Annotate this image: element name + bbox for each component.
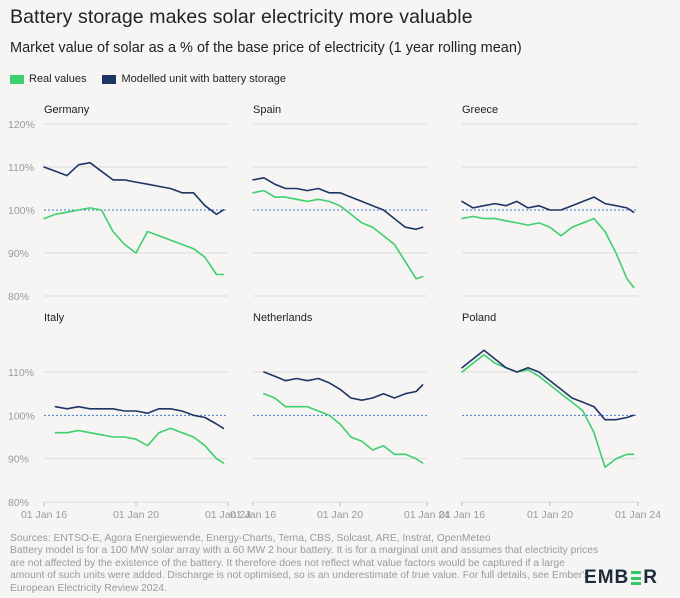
x-tick-label: 01 Jan 16 — [439, 509, 485, 521]
y-tick-label: 90% — [8, 248, 29, 260]
panel-label-italy: Italy — [44, 312, 65, 324]
legend: Real values Modelled unit with battery s… — [10, 73, 286, 85]
y-tick-label: 120% — [8, 119, 35, 131]
x-tick-label: 01 Jan 16 — [230, 509, 276, 521]
series-line-netherlands-modelled — [263, 371, 424, 402]
series-line-spain-modelled — [252, 177, 424, 231]
y-tick-label: 110% — [8, 162, 34, 174]
y-tick-label: 80% — [8, 497, 29, 509]
series-line-netherlands-real — [263, 392, 424, 464]
y-tick-label: 100% — [8, 410, 35, 422]
x-tick-label: 01 Jan 24 — [615, 509, 661, 521]
series-line-germany-modelled — [43, 161, 225, 216]
legend-label-modelled: Modelled unit with battery storage — [121, 73, 286, 85]
y-tick-label: 90% — [8, 454, 29, 466]
legend-label-real: Real values — [29, 73, 87, 85]
panel-label-germany: Germany — [44, 104, 90, 116]
series-line-poland-modelled — [461, 349, 635, 421]
series-line-greece-modelled — [461, 196, 635, 213]
chart-subtitle: Market value of solar as a % of the base… — [10, 40, 522, 56]
x-tick-label: 01 Jan 20 — [113, 509, 159, 521]
x-tick-label: 01 Jan 20 — [317, 509, 363, 521]
ember-logo: EMB R — [584, 567, 658, 588]
y-tick-label: 110% — [8, 367, 34, 379]
series-line-italy-modelled — [54, 405, 225, 430]
legend-item-modelled: Modelled unit with battery storage — [102, 73, 286, 85]
series-line-greece-real — [461, 215, 635, 289]
series-line-italy-real — [54, 427, 225, 464]
panel-label-spain: Spain — [253, 104, 281, 116]
x-tick-label: 01 Jan 20 — [527, 509, 573, 521]
legend-item-real: Real values — [10, 73, 86, 85]
legend-swatch-real — [10, 74, 24, 84]
series-line-spain-real — [252, 189, 424, 280]
panel-label-greece: Greece — [462, 104, 498, 116]
small-multiples-chart: 80% 90% 100% 110% 120% 80% 90% 100% 110% 01 Jan 1… — [8, 104, 661, 521]
x-tick-label: 01 Jan 16 — [21, 509, 67, 521]
panel-label-poland: Poland — [462, 312, 496, 324]
x-tick-label: 01 Jan 24 — [205, 509, 251, 521]
footer-notes: Sources: ENTSO-E, Agora Energiewende, En… — [10, 533, 600, 595]
panel-label-netherlands: Netherlands — [253, 312, 313, 324]
x-tick-label: 01 Jan 24 — [404, 509, 450, 521]
chart-title: Battery storage makes solar electricity … — [10, 6, 473, 28]
series-line-germany-real — [43, 207, 225, 276]
legend-swatch-modelled — [102, 74, 117, 84]
series-line-poland-real — [461, 353, 635, 469]
y-tick-label: 100% — [8, 205, 35, 217]
y-tick-label: 80% — [8, 291, 29, 303]
footer-sources: Sources: ENTSO-E, Agora Energiewende, En… — [10, 533, 491, 544]
footer-methodology: Battery model is for a 100 MW solar arra… — [10, 545, 599, 594]
